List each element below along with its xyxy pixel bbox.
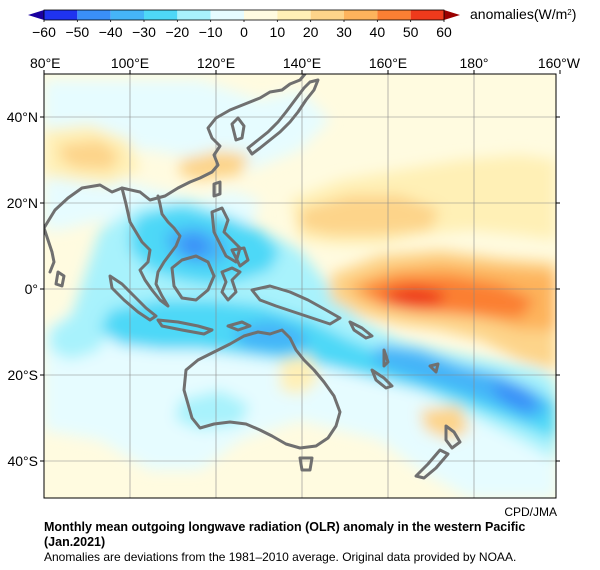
colorbar-tick-label: −10	[199, 24, 223, 40]
coast-tasmania	[298, 456, 314, 472]
shade-light-orange-west	[60, 140, 120, 170]
shade-light-orange-kuroshio	[180, 150, 250, 180]
lon-label: 160°E	[369, 55, 407, 71]
data-source-note: Anomalies are deviations from the 1981–2…	[44, 550, 517, 564]
colorbar-cell-5	[210, 10, 244, 20]
colorbar-cells	[44, 10, 444, 20]
colorbar-cell-10	[377, 10, 411, 20]
lat-label: 40°S	[7, 453, 38, 469]
colorbar-tick-label: −40	[99, 24, 123, 40]
colorbar-cell-6	[244, 10, 278, 20]
colorbar-cell-0	[44, 10, 78, 20]
coast-fiji	[428, 362, 440, 374]
map-frame	[43, 73, 557, 499]
map-title: Monthly mean outgoing longwave radiation…	[44, 520, 526, 534]
colorbar-cell-8	[310, 10, 344, 20]
colorbar-cell-11	[410, 10, 444, 20]
colorbar-low-arrow	[28, 10, 44, 20]
coast-new-zealand-south	[414, 448, 450, 480]
lon-label: 100°E	[111, 55, 149, 71]
lat-label: 20°N	[7, 195, 38, 211]
lon-label: 80°E	[30, 55, 61, 71]
shade-pale-blue-west	[50, 310, 110, 360]
colorbar-tick-label: −60	[32, 24, 56, 40]
coast-asia-mainland	[44, 74, 307, 230]
colorbar-tick-label: −20	[165, 24, 189, 40]
shade-light-orange-tasman	[420, 405, 470, 440]
colorbar-cell-2	[110, 10, 144, 20]
colorbar-tick-label: 30	[336, 24, 352, 40]
colorbar-tick-label: 40	[370, 24, 386, 40]
colorbar-tick-label: 20	[303, 24, 319, 40]
coast-new-guinea	[250, 284, 342, 326]
credit-label: CPD/JMA	[504, 505, 557, 519]
shade-deep-blue-philippines	[180, 235, 210, 258]
color-scale-bar: −60 −50 −40 −30 −20 −10 0 10 20 30 40 50 60 anomalie…	[28, 6, 576, 40]
coast-indochina	[120, 186, 182, 308]
colorbar-high-arrow	[444, 10, 460, 20]
colorbar-cell-7	[277, 10, 311, 20]
coast-vanuatu	[382, 348, 390, 368]
longitude-labels: 80°E 100°E 120°E 140°E 160°E 180° 160°W	[30, 55, 581, 71]
coast-australia	[182, 328, 342, 450]
colorbar-tick-label: 10	[270, 24, 286, 40]
coast-india	[44, 226, 56, 274]
lon-label: 180°	[460, 55, 489, 71]
lon-label: 160°W	[538, 55, 581, 71]
coast-timor	[226, 320, 252, 332]
shade-light-blue-southern-band	[100, 300, 556, 440]
anomaly-shading	[44, 80, 556, 498]
coast-solomon-islands	[348, 320, 374, 340]
colorbar-cell-3	[144, 10, 178, 20]
colorbar-cell-1	[77, 10, 111, 20]
coast-java	[156, 318, 214, 336]
lat-label: 40°N	[7, 109, 38, 125]
latitude-labels: 40°N 20°N 0° 20°S 40°S	[7, 109, 38, 469]
colorbar-tick-labels: −60 −50 −40 −30 −20 −10 0 10 20 30 40 50 60	[32, 20, 452, 40]
shade-dark-orange-equator	[360, 276, 535, 318]
shade-deep-blue-southeast	[490, 380, 540, 412]
coast-sumatra	[108, 274, 158, 322]
lon-label: 140°E	[283, 55, 321, 71]
colorbar-cell-4	[177, 10, 211, 20]
coast-sri-lanka	[54, 270, 66, 288]
colorbar-tick-label: −50	[65, 24, 89, 40]
axis-tick-marks	[40, 70, 561, 462]
lat-label: 20°S	[7, 367, 38, 383]
graticule	[44, 74, 556, 498]
map-title-date: (Jan.2021)	[44, 535, 106, 549]
coast-mindanao	[230, 246, 250, 268]
colorbar-tick-label: −30	[132, 24, 156, 40]
colorbar-tick-label: 60	[436, 24, 452, 40]
coastlines	[44, 74, 462, 480]
coast-taiwan	[212, 180, 222, 198]
coast-borneo	[170, 254, 216, 302]
colorbar-tick-label: 50	[403, 24, 419, 40]
shade-light-orange-pacific	[300, 195, 440, 235]
lon-label: 120°E	[197, 55, 235, 71]
coast-new-caledonia	[370, 368, 394, 390]
map-panel: 80°E 100°E 120°E 140°E 160°E 180° 160°W 40°N 20…	[7, 55, 581, 499]
colorbar-tick-label: 0	[240, 24, 248, 40]
colorbar-cell-9	[344, 10, 378, 20]
coast-korea	[230, 116, 246, 142]
shade-red-equator	[385, 286, 445, 308]
lat-label: 0°	[25, 281, 38, 297]
coast-sulawesi	[220, 266, 242, 302]
coast-new-zealand-north	[444, 424, 462, 450]
coast-japan	[246, 78, 320, 156]
colorbar-unit-label: anomalies(W/m2)	[470, 6, 576, 22]
shade-medium-blue-banda	[230, 320, 310, 352]
